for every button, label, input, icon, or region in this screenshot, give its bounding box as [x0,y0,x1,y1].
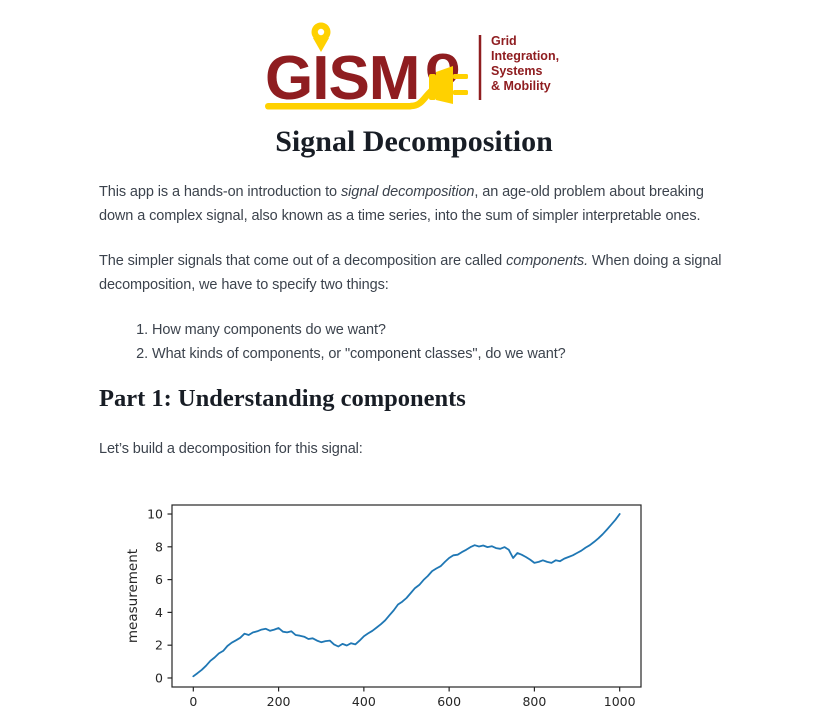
part1-heading: Part 1: Understanding components [99,385,466,412]
x-tick-label: 800 [522,694,546,709]
x-tick-label: 1000 [604,694,636,709]
logo-wordmark: GISM [265,44,419,110]
logo-tagline-line: & Mobility [491,79,551,93]
page-title: Signal Decomposition [275,125,553,158]
y-tick-label: 2 [155,638,163,653]
x-tick-label: 200 [267,694,291,709]
x-tick-label: 0 [189,694,197,709]
components-list: How many components do we want? What kin… [99,318,729,366]
y-axis-label: measurement [125,549,141,643]
x-tick-label: 600 [437,694,461,709]
intro-paragraph-1: This app is a hands-on introduction to s… [99,184,704,224]
list-item: How many components do we want? [152,318,729,342]
signal-line [192,513,621,678]
plug-icon [265,66,468,110]
location-pin-icon [311,22,331,52]
logo-tagline-line: Systems [491,64,542,78]
y-tick-label: 4 [155,605,163,620]
y-tick-label: 0 [155,670,163,685]
plot-box [171,504,642,688]
x-tick-label: 400 [352,694,376,709]
list-item: What kinds of components, or "component … [152,342,729,366]
y-tick-label: 10 [147,507,163,522]
y-tick-label: 8 [155,539,163,554]
y-tick-label: 6 [155,572,163,587]
gismo-logo-graphic: GISM o Grid Integration, [265,22,559,110]
part1-intro: Let’s build a decomposition for this sig… [99,441,363,457]
intro-paragraph-2: The simpler signals that come out of a d… [99,253,722,293]
logo-tagline-line: Grid [491,34,517,48]
signal-chart: 0 200 400 600 800 1000 0 2 4 6 8 10 measurement [125,490,729,721]
logo-tagline-line: Integration, [491,49,559,63]
app-content: GISM o Grid Integration, [99,0,729,721]
signal-chart-svg: 0 200 400 600 800 1000 0 2 4 6 8 10 measurement [125,504,642,709]
logo-tagline: Grid Integration, Systems & Mobility [491,34,559,93]
gismo-logo: GISM o Grid Integration, [99,14,729,110]
